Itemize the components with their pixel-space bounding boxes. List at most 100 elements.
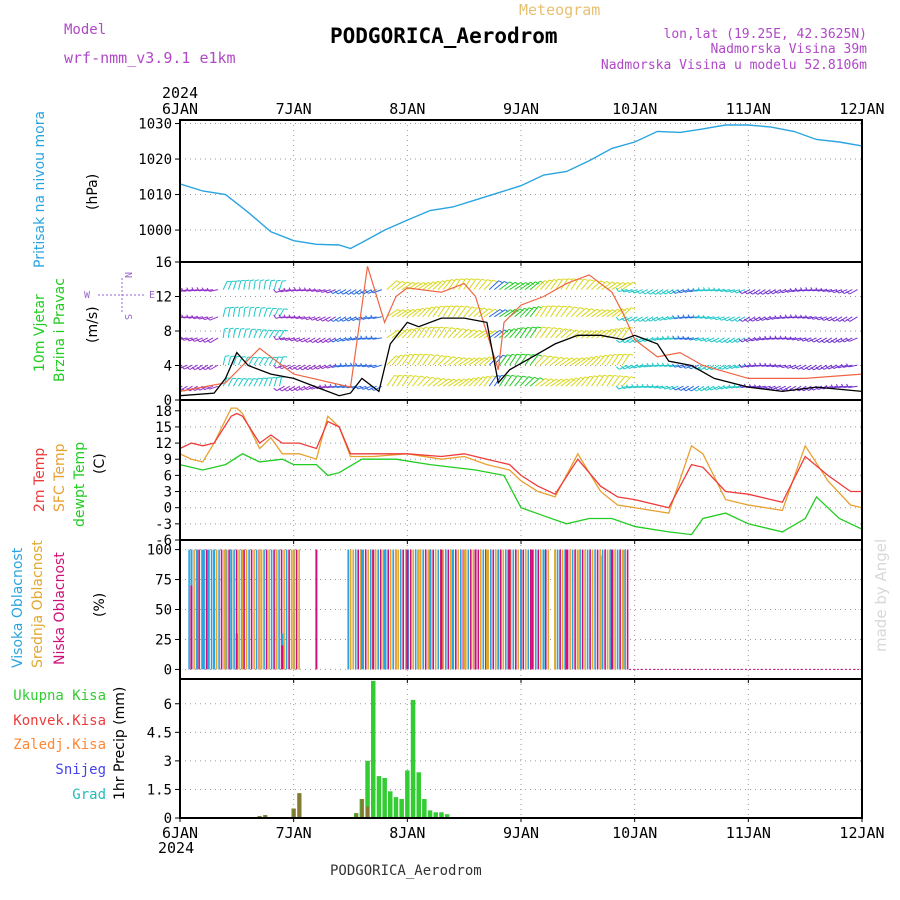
wind-barb-flag: [661, 316, 666, 321]
wind-barb: [358, 289, 367, 295]
wind-barb: [279, 280, 283, 290]
wind-barb: [499, 354, 508, 366]
wind-barb: [473, 278, 483, 290]
wind-barb-flag: [718, 317, 722, 321]
wind-barb-flag: [206, 339, 211, 343]
wind-barb: [209, 316, 219, 321]
wind-barb-flag: [268, 329, 273, 332]
precip-total-bar: [388, 791, 393, 818]
wind-barb: [534, 377, 546, 387]
wind-barb: [372, 337, 382, 340]
wind-barb-flag: [646, 383, 650, 388]
top-date-label: 8JAN: [389, 100, 425, 118]
wind-barb-flag: [562, 278, 568, 281]
wind-barb: [606, 308, 618, 318]
wind-barb-flag: [494, 330, 499, 334]
wind-barb-flag: [229, 327, 234, 330]
wind-barb: [514, 282, 526, 291]
wind-barb: [347, 316, 357, 322]
wind-barb: [406, 353, 415, 366]
wind-barb: [437, 378, 449, 387]
wind-barb-flag: [789, 336, 793, 341]
wind-barb-flag: [820, 287, 824, 292]
wind-barb: [624, 337, 633, 344]
wind-barb-flag: [370, 335, 374, 340]
wind-barb-flag: [629, 326, 634, 329]
wind-barb-flag: [417, 308, 422, 312]
wind-barb: [555, 305, 564, 318]
wind-barb-flag: [547, 305, 552, 308]
wind-barb: [570, 278, 579, 290]
wind-barb: [210, 337, 219, 344]
wind-barb: [447, 278, 457, 290]
wind-barb: [401, 308, 414, 318]
wind-barb: [453, 378, 465, 387]
wind-barb-flag: [314, 317, 318, 322]
wind-barb-flag: [334, 318, 339, 322]
wind-barb: [243, 280, 246, 290]
precip-conv-bar: [366, 806, 369, 818]
wind-barb-flag: [794, 366, 799, 370]
top-year-label: 2024: [162, 84, 198, 102]
wind-barb: [650, 289, 659, 295]
top-date-label: 11JAN: [726, 100, 771, 118]
wind-barb-flag: [830, 339, 835, 343]
wind-barb-flag: [810, 366, 815, 371]
wind-barb-flag: [583, 278, 588, 281]
bottom-year-label: 2024: [158, 839, 194, 857]
wind-barb-flag: [621, 317, 625, 322]
wind-barb-flag: [191, 338, 195, 342]
wind-barb: [580, 356, 592, 366]
wind-barb: [529, 354, 539, 366]
wind-barb: [291, 385, 301, 392]
wind-barb: [463, 357, 475, 366]
wind-ytick-label: 0: [164, 393, 172, 409]
wind-barb-flag: [581, 357, 586, 361]
wind-barb-flag: [748, 362, 752, 367]
wind-barb: [550, 327, 560, 339]
pressure-labels: Pritisak na nivou mora (hPa): [32, 111, 101, 268]
wind-barb: [818, 337, 828, 343]
wind-barb-flag: [575, 377, 580, 381]
wind-barb: [747, 316, 756, 322]
wind-barb: [343, 289, 352, 295]
wind-barb-flag: [789, 288, 793, 292]
wind-barb-flag: [759, 362, 763, 367]
wind-barb-flag: [313, 288, 318, 293]
wind-barb: [606, 375, 615, 387]
precip-ytick-label: 4.5: [147, 725, 172, 741]
wind-barb-flag: [606, 329, 611, 333]
pressure-unit-label: (hPa): [85, 174, 101, 210]
wind-barb-flag: [270, 279, 276, 282]
wind-barb-flag: [527, 326, 532, 329]
wind-barb-flag: [293, 287, 297, 292]
wind-barb-flag: [308, 385, 313, 390]
wind-barb-flag: [273, 329, 278, 332]
wind-barb-flag: [697, 287, 701, 292]
wind-barb-flag: [334, 290, 339, 295]
wind-barb: [232, 328, 236, 338]
wind-barb-flag: [764, 335, 768, 340]
wind-barb-flag: [304, 366, 308, 371]
wind-barb-flag: [511, 374, 516, 377]
wind-barb: [268, 377, 273, 387]
wind-barb-flag: [543, 354, 548, 358]
wind-barb: [463, 377, 475, 387]
wind-barb-flag: [677, 364, 681, 369]
wind-barb: [644, 289, 654, 295]
pressure-side-label: Pritisak na nivou mora: [32, 111, 48, 268]
wind-barb: [432, 377, 444, 387]
wind-barb: [227, 328, 231, 338]
wind-barb-flag: [631, 307, 636, 310]
wind-barb-flag: [636, 363, 640, 368]
wind-barb-flag: [450, 327, 456, 330]
wind-barb: [417, 307, 428, 318]
wind-barb: [417, 376, 427, 387]
wind-barb: [442, 305, 451, 318]
wind-barb: [701, 385, 710, 392]
wind-barb: [296, 385, 306, 392]
wind-barb-flag: [784, 335, 788, 340]
wind-barb: [322, 337, 331, 344]
wind-barb-flag: [547, 326, 552, 329]
precip-total-bar: [444, 814, 450, 818]
